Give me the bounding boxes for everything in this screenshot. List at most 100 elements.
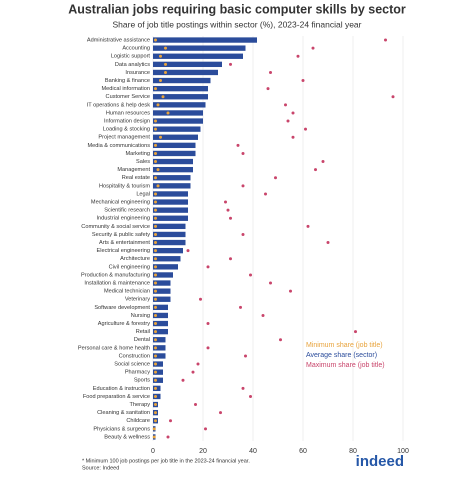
y-tick-label: Real estate: [122, 175, 150, 181]
bar: [153, 272, 173, 278]
dot: [304, 127, 307, 131]
dot: [154, 330, 157, 334]
y-tick-label: Sales: [136, 159, 150, 165]
y-tick-label: Personal care & home health: [78, 345, 150, 351]
dot: [269, 70, 272, 74]
dot: [154, 200, 157, 204]
dot: [206, 265, 210, 269]
dot: [159, 79, 162, 83]
dot: [159, 135, 162, 139]
x-tick-label: 20: [199, 448, 207, 455]
dot: [154, 119, 157, 123]
dot: [181, 378, 185, 382]
dot: [196, 362, 200, 366]
y-tick-label: Medical technician: [104, 289, 150, 295]
dot: [154, 386, 157, 390]
dot: [154, 297, 157, 301]
y-tick-label: Dental: [134, 337, 150, 343]
dot: [154, 354, 157, 358]
y-tick-label: Installation & maintenance: [84, 281, 150, 287]
bar: [153, 312, 168, 319]
dot: [154, 370, 157, 374]
y-tick-label: Industrial engineering: [97, 216, 151, 222]
dot: [164, 62, 167, 66]
legend-label: Maximum share (job title): [306, 362, 385, 369]
y-tick-label: Therapy: [129, 402, 150, 408]
y-tick-label: Architecture: [120, 256, 150, 262]
dot: [269, 281, 272, 285]
bar: [153, 158, 193, 165]
dot: [154, 127, 157, 131]
dot: [152, 435, 156, 439]
y-tick-label: Electrical engineering: [97, 248, 150, 254]
bar: [153, 296, 171, 302]
dot: [166, 435, 170, 439]
y-tick-label: Legal: [136, 191, 150, 197]
x-tick-label: 60: [299, 448, 307, 455]
bar: [153, 256, 181, 262]
dot: [286, 119, 290, 123]
dot: [391, 95, 395, 99]
dot: [239, 305, 242, 309]
bar: [153, 37, 257, 43]
dot: [186, 249, 190, 253]
dot: [154, 87, 157, 91]
bar: [153, 61, 222, 68]
dot: [301, 79, 305, 83]
y-tick-label: Construction: [119, 353, 150, 359]
y-tick-label: Data analytics: [115, 62, 150, 68]
y-tick-label: Beauty & wellness: [104, 434, 150, 440]
dot: [154, 338, 157, 342]
dot: [154, 322, 157, 326]
dot: [241, 386, 245, 390]
dot: [249, 273, 252, 277]
bar: [153, 345, 166, 351]
bar: [153, 45, 246, 51]
dot: [206, 322, 210, 326]
bar: [153, 94, 208, 100]
y-tick-label: Agriculture & forestry: [98, 321, 150, 327]
dot: [154, 241, 157, 245]
x-tick-label: 0: [151, 448, 155, 455]
y-tick-label: Pharmacy: [125, 370, 150, 376]
dot: [224, 200, 227, 204]
bar: [153, 361, 163, 367]
chart-title: Australian jobs requiring basic computer…: [68, 2, 406, 16]
dot: [249, 394, 252, 398]
bar: [153, 288, 171, 294]
dot: [326, 241, 330, 245]
dot: [154, 160, 157, 164]
bar: [153, 118, 203, 124]
dot: [241, 232, 245, 236]
dot: [306, 224, 310, 228]
y-tick-label: Customer Service: [106, 94, 150, 100]
dot: [229, 62, 232, 66]
dot: [206, 346, 210, 350]
dot: [154, 265, 157, 269]
dot: [154, 313, 157, 317]
bar: [153, 304, 168, 311]
dot: [156, 168, 160, 172]
bar: [153, 264, 178, 270]
bar: [153, 126, 201, 132]
dot: [284, 103, 287, 107]
dot: [154, 232, 157, 236]
y-tick-label: IT operations & help desk: [87, 102, 151, 108]
dot: [154, 38, 157, 42]
bar: [153, 77, 211, 84]
logo: indeed: [356, 453, 404, 470]
dot: [291, 135, 295, 139]
bar: [153, 191, 188, 197]
x-tick-label: 80: [349, 448, 357, 455]
y-tick-label: Civil engineering: [109, 264, 150, 270]
bar: [153, 102, 206, 108]
dot: [194, 403, 197, 407]
bar: [153, 280, 171, 286]
dot: [266, 87, 270, 91]
dot: [161, 95, 165, 99]
dot: [241, 151, 245, 155]
bar: [153, 239, 186, 246]
bar: [153, 377, 163, 383]
dot: [154, 192, 157, 196]
dot: [154, 281, 157, 285]
